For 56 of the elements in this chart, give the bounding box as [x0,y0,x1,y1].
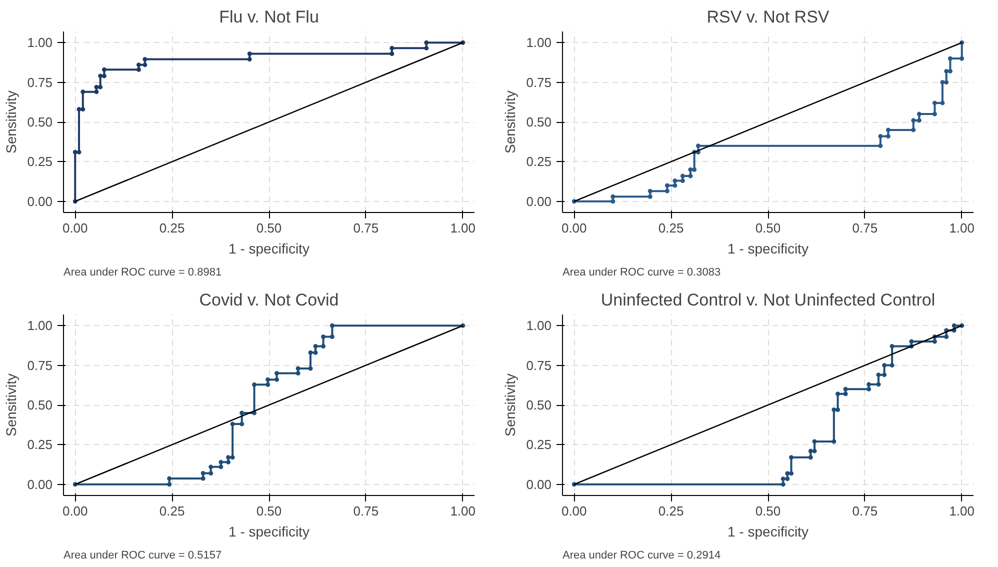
x-tick-label: 1.00 [450,504,476,518]
x-tick-label: 0.00 [561,220,587,236]
y-tick-label: 1.00 [526,35,552,50]
text: Area under ROC curve = 0.8981 [64,266,222,278]
x-tick-label: 0.75 [852,220,878,236]
y-tick-label: 0.00 [27,476,53,492]
y-tick-label: 0.75 [27,358,53,373]
x-tick-label: 0.00 [62,504,88,518]
x-tick-label: 0.50 [256,220,282,236]
y-tick-label: 0.50 [27,398,53,412]
y-tick-label: 1.00 [27,318,53,334]
x-axis-title: 1 - specificity [728,240,808,256]
x-tick-label: 0.75 [353,220,379,236]
chart-title: Flu v. Not Flu [219,8,319,26]
y-tick-label: 0.75 [526,74,552,90]
y-tick-label: 0.75 [526,358,552,373]
y-tick-label: 0.25 [526,437,552,452]
x-tick-label: 0.50 [755,220,781,236]
x-tick-label: 0.00 [62,220,88,236]
x-tick-label: 0.50 [755,504,781,518]
y-axis-title: Sensitivity [502,373,518,437]
text: Area under ROC curve = 0.2914 [562,550,721,562]
x-tick-label: 0.00 [561,504,587,518]
x-tick-label: 0.50 [256,504,282,518]
y-axis-title: Sensitivity [502,90,518,154]
x-tick-label: 0.25 [658,220,684,236]
x-tick-label: 0.25 [658,504,684,518]
x-tick-label: 1.00 [949,220,975,236]
y-tick-label: 0.25 [27,437,53,452]
x-axis-title: 1 - specificity [228,524,310,540]
chart-title: Covid v. Not Covid [199,290,339,310]
x-tick-label: 1.00 [949,504,975,518]
chart-title: Uninfected Control v. Not Uninfected Control [600,290,936,310]
y-tick-label: 0.75 [27,74,53,90]
y-tick-label: 1.00 [526,318,552,334]
x-axis-title: 1 - specificity [228,240,310,256]
y-axis-title: Sensitivity [3,373,20,437]
y-tick-label: 0.25 [27,154,53,170]
x-tick-label: 0.25 [159,504,185,518]
x-tick-label: 0.75 [852,504,878,518]
y-tick-label: 0.00 [27,194,53,209]
x-tick-label: 0.25 [159,220,185,236]
y-tick-label: 0.00 [526,476,552,492]
x-axis-title: 1 - specificity [728,524,808,540]
y-tick-label: 0.50 [27,114,53,130]
x-tick-label: 0.75 [353,504,379,518]
y-tick-label: 0.00 [526,194,552,209]
chart-title: RSV v. Not RSV [706,8,830,26]
y-tick-label: 0.50 [526,398,552,412]
y-tick-label: 0.25 [526,154,552,170]
y-tick-label: 1.00 [27,35,53,50]
text: Area under ROC curve = 0.5157 [64,550,222,562]
text: Area under ROC curve = 0.3083 [562,266,721,278]
y-tick-label: 0.50 [526,114,552,130]
y-axis-title: Sensitivity [3,90,20,154]
x-tick-label: 1.00 [450,220,476,236]
